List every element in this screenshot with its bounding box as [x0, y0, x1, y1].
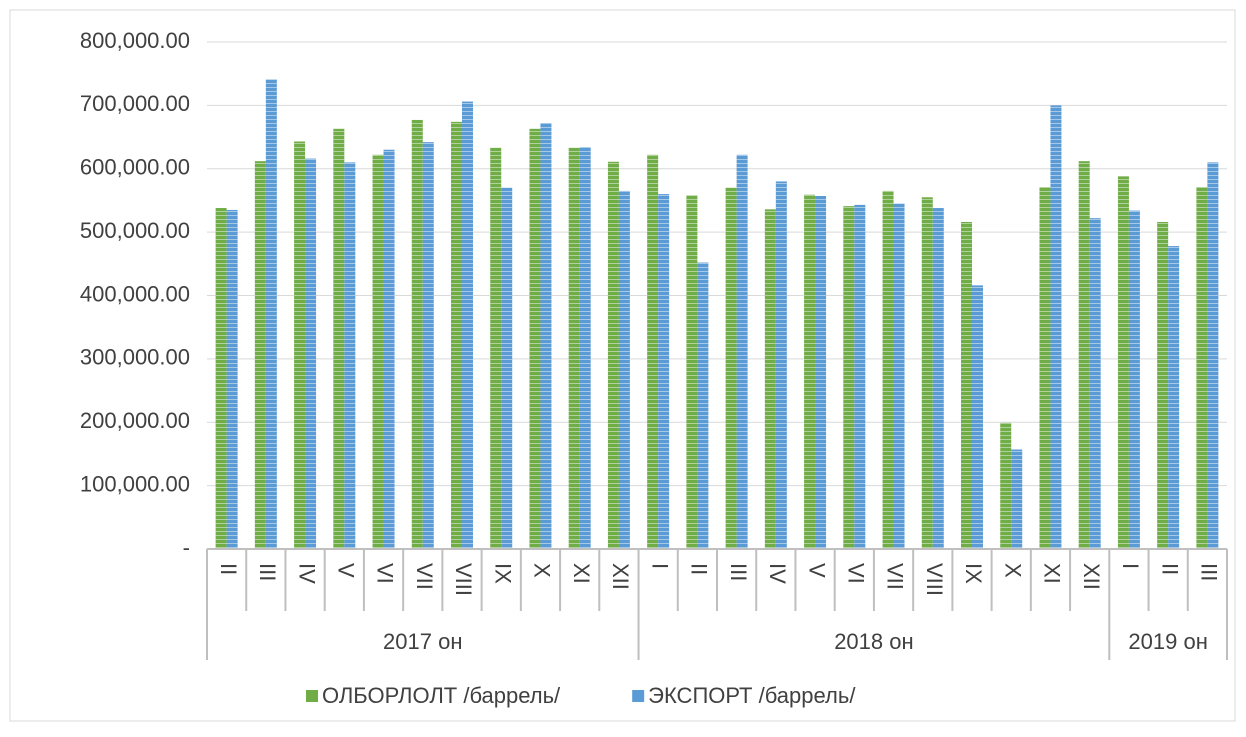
bar-stripe [736, 154, 748, 549]
y-tick-label: 100,000.00 [80, 471, 190, 496]
bar-stripe [647, 154, 659, 549]
bar-stripe [815, 196, 827, 549]
bar-stripe [265, 79, 277, 550]
x-tick-label: III [1197, 563, 1222, 581]
bar-stripe [344, 162, 356, 549]
y-tick-label: 500,000.00 [80, 218, 190, 243]
bar-stripe [804, 194, 816, 549]
bar-stripe [501, 187, 513, 549]
bar-stripe [882, 190, 894, 549]
bar-stripe [333, 128, 345, 550]
x-tick-label: VI [843, 563, 868, 584]
x-tick-label: IV [294, 563, 319, 584]
x-tick-label: II [1157, 563, 1182, 575]
bar-stripe [607, 161, 619, 549]
bar-stripe [1089, 218, 1101, 549]
bar-stripe [226, 209, 238, 549]
y-tick-label: 300,000.00 [80, 345, 190, 370]
bar-stripe [529, 128, 541, 550]
bar-stripe [775, 181, 787, 550]
bar-stripe [972, 285, 983, 549]
x-tick-label: V [804, 563, 829, 578]
y-tick-label: 600,000.00 [80, 155, 190, 180]
bar-stripe [1168, 246, 1180, 549]
y-tick-label: 800,000.00 [80, 28, 190, 53]
legend-swatch [632, 690, 645, 702]
x-tick-label: III [255, 563, 280, 581]
bar-stripe [843, 206, 855, 550]
x-tick-label: II [687, 563, 712, 575]
bar-stripe [451, 121, 462, 549]
x-tick-label: VII [883, 563, 908, 590]
x-tick-label: XI [569, 563, 594, 584]
bar-stripe [1117, 176, 1129, 550]
bar-stripe [579, 147, 591, 549]
bar-stripe [697, 262, 709, 549]
bar-stripe [1011, 449, 1023, 549]
x-tick-label: XII [608, 563, 633, 590]
x-tick-label: IX [490, 563, 515, 584]
x-tick-label: IV [765, 563, 790, 584]
x-tick-label: VII [412, 563, 437, 590]
bar-stripe [921, 197, 933, 550]
y-tick-label: 200,000.00 [80, 408, 190, 433]
group-label: 2017 он [383, 629, 462, 654]
bar-stripe [854, 204, 866, 549]
x-tick-label: V [333, 563, 358, 578]
bar-stripe [1000, 422, 1012, 549]
bar-stripe [372, 154, 384, 549]
bar-stripe [725, 187, 737, 549]
x-tick-label: VIII [451, 563, 476, 596]
bar-stripe [893, 203, 905, 549]
x-tick-label: XI [1040, 563, 1065, 584]
bar-stripe [294, 141, 306, 549]
bar-stripe [1207, 162, 1219, 549]
bar-stripe [1157, 221, 1169, 550]
x-tick-label: X [1000, 563, 1025, 578]
y-tick-label: 400,000.00 [80, 281, 190, 306]
bar-stripe [254, 161, 266, 549]
bar-stripe [305, 158, 317, 550]
x-tick-label: II [216, 563, 241, 575]
bar-stripe [540, 123, 552, 550]
x-tick-label: I [1118, 563, 1143, 569]
x-tick-label: III [726, 563, 751, 581]
x-tick-label: I [647, 563, 672, 569]
x-tick-label: VIII [922, 563, 947, 596]
x-tick-label: VI [373, 563, 398, 584]
bar-stripe [1196, 187, 1208, 549]
bar-stripe [462, 101, 473, 549]
bar-stripe [686, 195, 698, 549]
x-tick-label: X [530, 563, 555, 578]
legend-label: ЭКСПОРТ /баррель/ [648, 683, 856, 708]
bar-stripe [422, 142, 434, 549]
y-tick-label: 700,000.00 [80, 91, 190, 116]
bar-stripe [1050, 105, 1062, 549]
y-tick-label: - [183, 535, 190, 560]
bar-stripe [932, 208, 944, 550]
bar-stripe [1128, 210, 1140, 549]
legend-swatch [306, 690, 318, 702]
bar-stripe [383, 149, 395, 550]
x-tick-label: XII [1079, 563, 1104, 590]
legend-label: ОЛБОРЛОЛТ /баррель/ [322, 683, 561, 708]
bar-stripe [618, 190, 630, 549]
bar-stripe [764, 209, 776, 549]
bar-stripe [568, 147, 580, 549]
bar-stripe [1078, 161, 1090, 549]
bar-stripe [490, 147, 502, 549]
bar-stripe [411, 119, 423, 550]
bar-stripe [961, 221, 972, 550]
bar-stripe [1039, 187, 1051, 549]
x-tick-label: IX [961, 563, 986, 584]
bar-stripe [215, 208, 227, 550]
group-label: 2018 он [834, 629, 913, 654]
bar-stripe [658, 194, 670, 549]
group-label: 2019 он [1128, 629, 1207, 654]
